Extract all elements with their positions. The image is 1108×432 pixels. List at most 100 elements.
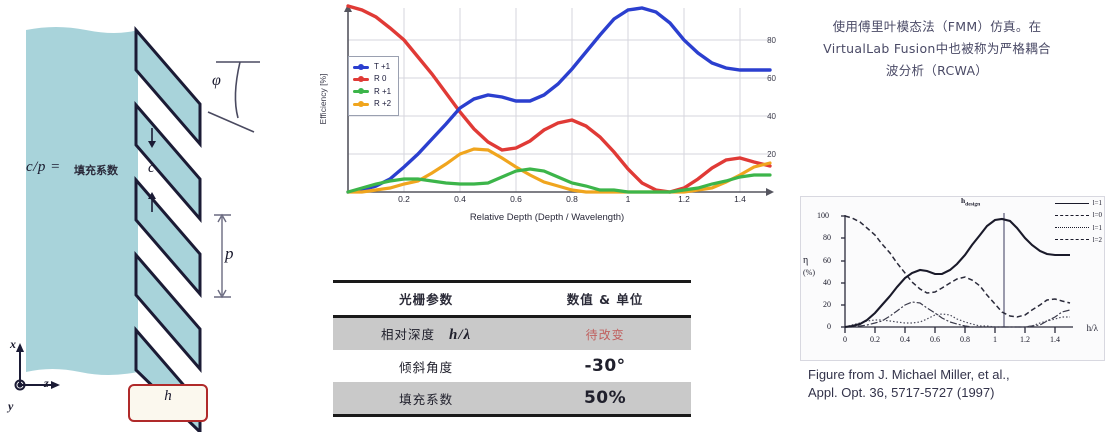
phi-angle-indicator bbox=[207, 61, 260, 133]
legend-label-r1: R +1 bbox=[374, 86, 392, 96]
efficiency-xtick-4: 1 bbox=[625, 194, 631, 204]
fill-ratio-symbol: c/p = bbox=[26, 159, 61, 175]
efficiency-xtick-3: 0.8 bbox=[566, 194, 578, 204]
param-name-fill-factor: 填充系数 bbox=[399, 391, 454, 407]
ref-legend-item-3: l=2 bbox=[1054, 234, 1102, 246]
table-header-row: 光栅参数 数值 & 单位 bbox=[333, 283, 691, 318]
grating-svg bbox=[14, 25, 260, 432]
legend-label-t1: T +1 bbox=[374, 62, 391, 71]
table-header-value: 数值 & 单位 bbox=[519, 283, 691, 318]
slant-angle-label: φ bbox=[212, 72, 221, 89]
reference-ytick-0: 0 bbox=[827, 322, 831, 331]
ref-legend-label-0: l=1 bbox=[1092, 199, 1102, 207]
ref-series-l0 bbox=[844, 215, 1071, 318]
series-R2 bbox=[346, 147, 772, 194]
substrate-body bbox=[26, 27, 138, 375]
grating-teeth bbox=[134, 25, 202, 432]
note-line-2: VirtualLab Fusion中也被称为严格耦合 bbox=[823, 40, 1051, 56]
reference-xtick-08: 0.8 bbox=[960, 335, 970, 344]
groove-width-arrows bbox=[148, 128, 156, 212]
param-value-fill-factor: 50% bbox=[583, 388, 627, 408]
param-value-slant-angle: -30° bbox=[584, 356, 626, 376]
table-body: 相对深度 h/λ 待改变 倾斜角度 -30° 填充系数 bbox=[333, 316, 691, 414]
note-line-1: 使用傅里叶模态法（FMM）仿真。在 bbox=[832, 19, 1042, 34]
param-name-relative-depth: 相对深度 bbox=[380, 327, 435, 342]
fmm-simulation-note: 使用傅里叶模态法（FMM）仿真。在 VirtualLab Fusion中也被称为… bbox=[768, 16, 1106, 82]
efficiency-ytick-60: 60 bbox=[767, 74, 776, 83]
reference-legend: l=1 l=0 l=1 l=2 bbox=[1054, 197, 1102, 246]
ref-legend-item-1: l=0 bbox=[1054, 209, 1102, 221]
reference-ytick-80: 80 bbox=[823, 233, 831, 242]
param-name-cell: 倾斜角度 bbox=[333, 350, 520, 382]
chart-axes bbox=[344, 4, 774, 196]
reference-xtick-02: 0.2 bbox=[870, 335, 880, 344]
ref-legend-item-2: l=1 bbox=[1054, 222, 1102, 234]
legend-swatch-r2 bbox=[353, 100, 369, 107]
legend-label-r0: R 0 bbox=[374, 74, 387, 84]
ref-legend-label-1: l=0 bbox=[1092, 211, 1102, 220]
hdesign-subscript: design bbox=[965, 201, 981, 208]
ref-legend-swatch-dotted bbox=[1054, 227, 1089, 229]
efficiency-y-axis-label: Efficiency [%] bbox=[318, 73, 328, 125]
axis-label-y: y bbox=[8, 399, 14, 413]
hdesign-annotation: hdesign bbox=[961, 196, 980, 208]
legend-swatch-t1 bbox=[353, 63, 369, 70]
reference-xtick-14: 1.4 bbox=[1050, 335, 1060, 344]
param-value-cell: -30° bbox=[519, 350, 691, 382]
grating-parameter-table: 光栅参数 数值 & 单位 相对深度 h/λ 待改变 倾斜角度 bbox=[333, 280, 691, 417]
period-dimension bbox=[214, 213, 231, 299]
reference-ytick-40: 40 bbox=[823, 278, 831, 287]
ref-legend-swatch-solid bbox=[1054, 202, 1089, 204]
reference-xtick-1: 1 bbox=[993, 335, 997, 344]
reference-ytick-100: 100 bbox=[817, 211, 829, 220]
hdesign-main: h bbox=[961, 196, 966, 205]
groove-width-label: c bbox=[148, 160, 155, 176]
param-name-cell: 填充系数 bbox=[333, 382, 520, 414]
efficiency-xtick-5: 1.2 bbox=[678, 194, 690, 204]
reference-xtick-0: 0 bbox=[843, 335, 847, 344]
axis-label-x: x bbox=[10, 337, 16, 351]
ref-legend-swatch-dashed bbox=[1054, 214, 1089, 216]
table-row: 填充系数 50% bbox=[333, 382, 691, 414]
table-top-rule bbox=[333, 280, 691, 283]
reference-plot-svg bbox=[841, 213, 1073, 333]
ref-legend-item-0: l=1 bbox=[1054, 197, 1102, 209]
fill-ratio-label-cn: 填充系数 bbox=[74, 164, 118, 177]
ref-legend-swatch-dashdot bbox=[1054, 239, 1089, 241]
efficiency-x-axis-label: Relative Depth (Depth / Wavelength) bbox=[469, 212, 625, 223]
legend-item-t1: T +1 bbox=[353, 61, 391, 73]
legend-item-r0: R 0 bbox=[353, 73, 391, 85]
caption-line-1: Figure from J. Michael Miller, et al., bbox=[808, 367, 1010, 382]
reference-xtick-04: 0.4 bbox=[900, 335, 910, 344]
ref-legend-label-2: l=1 bbox=[1092, 223, 1102, 232]
reference-ytick-20: 20 bbox=[823, 300, 831, 309]
grating-cross-section-diagram: c/p = 填充系数 c p φ x z y h bbox=[0, 0, 300, 432]
note-line-3: 波分析（RCWA） bbox=[885, 62, 989, 78]
caption-line-2: Appl. Opt. 36, 5717-5727 (1997) bbox=[808, 385, 995, 401]
reference-x-axis-label: h/λ bbox=[1086, 323, 1098, 333]
efficiency-chart: Efficiency [%] Relative Depth (Depth / W… bbox=[312, 2, 782, 242]
legend-label-r2: R +2 bbox=[374, 99, 392, 109]
table-header: 光栅参数 数值 & 单位 bbox=[333, 283, 691, 318]
table-row: 相对深度 h/λ 待改变 bbox=[333, 316, 691, 350]
ref-series-l1-dotted bbox=[844, 313, 1070, 328]
param-name-cell: 相对深度 h/λ bbox=[333, 316, 520, 350]
efficiency-legend: T +1 R 0 R +1 R +2 bbox=[348, 56, 400, 116]
series-T1 bbox=[346, 6, 772, 194]
reference-y-axis-label: η (%) bbox=[803, 255, 815, 277]
efficiency-ytick-80: 80 bbox=[767, 36, 776, 45]
legend-swatch-r1 bbox=[353, 88, 369, 95]
efficiency-ytick-40: 40 bbox=[767, 112, 776, 121]
parameter-table: 光栅参数 数值 & 单位 相对深度 h/λ 待改变 倾斜角度 bbox=[333, 283, 691, 414]
param-value-cell: 50% bbox=[519, 382, 691, 414]
param-name-slant-angle: 倾斜角度 bbox=[399, 359, 454, 375]
param-value-cell: 待改变 bbox=[519, 316, 691, 350]
ref-series-l2 bbox=[845, 301, 1071, 328]
efficiency-xtick-2: 0.6 bbox=[510, 194, 522, 204]
legend-item-r2: R +2 bbox=[353, 98, 391, 110]
legend-swatch-r0 bbox=[353, 76, 369, 83]
reference-xtick-06: 0.6 bbox=[930, 335, 940, 344]
series-R0 bbox=[346, 4, 772, 194]
table-bottom-rule bbox=[333, 414, 691, 417]
legend-item-r1: R +1 bbox=[353, 86, 391, 98]
